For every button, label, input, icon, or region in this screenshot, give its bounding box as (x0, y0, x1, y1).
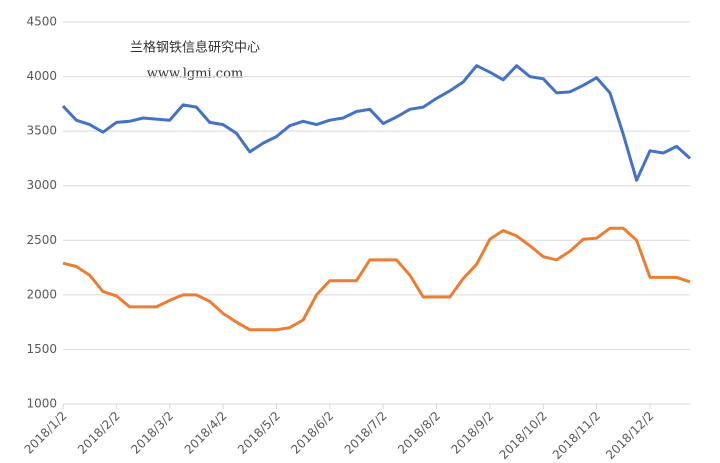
x-tick-label: 2018/8/2 (395, 409, 443, 457)
y-tick-label: 1000 (26, 397, 57, 411)
y-tick-label: 3500 (26, 124, 57, 138)
watermark: www.lgmi.com (147, 67, 244, 82)
x-tick-label: 2018/2/2 (75, 409, 123, 457)
x-tick-label: 2018/3/2 (128, 409, 176, 457)
x-tick-label: 2018/5/2 (235, 409, 283, 457)
y-tick-label: 1500 (26, 342, 57, 356)
x-tick-label: 2018/12/2 (603, 409, 656, 462)
y-tick-label: 4500 (26, 15, 57, 29)
series-line (61, 64, 692, 182)
x-tick-label: 2018/11/2 (550, 409, 603, 462)
y-tick-label: 2500 (26, 233, 57, 247)
x-tick-label: 2018/9/2 (448, 409, 496, 457)
watermark: 兰格钢铁信息研究中心 (130, 40, 260, 56)
series-line (62, 226, 691, 332)
x-tick-label: 2018/7/2 (342, 409, 390, 457)
x-tick-label: 2018/4/2 (182, 409, 230, 457)
x-tick-label: 2018/6/2 (288, 409, 336, 457)
x-tick-label: 2018/10/2 (496, 409, 549, 462)
x-tick-label: 2018/1/2 (22, 409, 70, 457)
y-tick-label: 4000 (26, 69, 57, 83)
y-tick-label: 3000 (26, 178, 57, 192)
y-tick-label: 2000 (26, 287, 57, 301)
